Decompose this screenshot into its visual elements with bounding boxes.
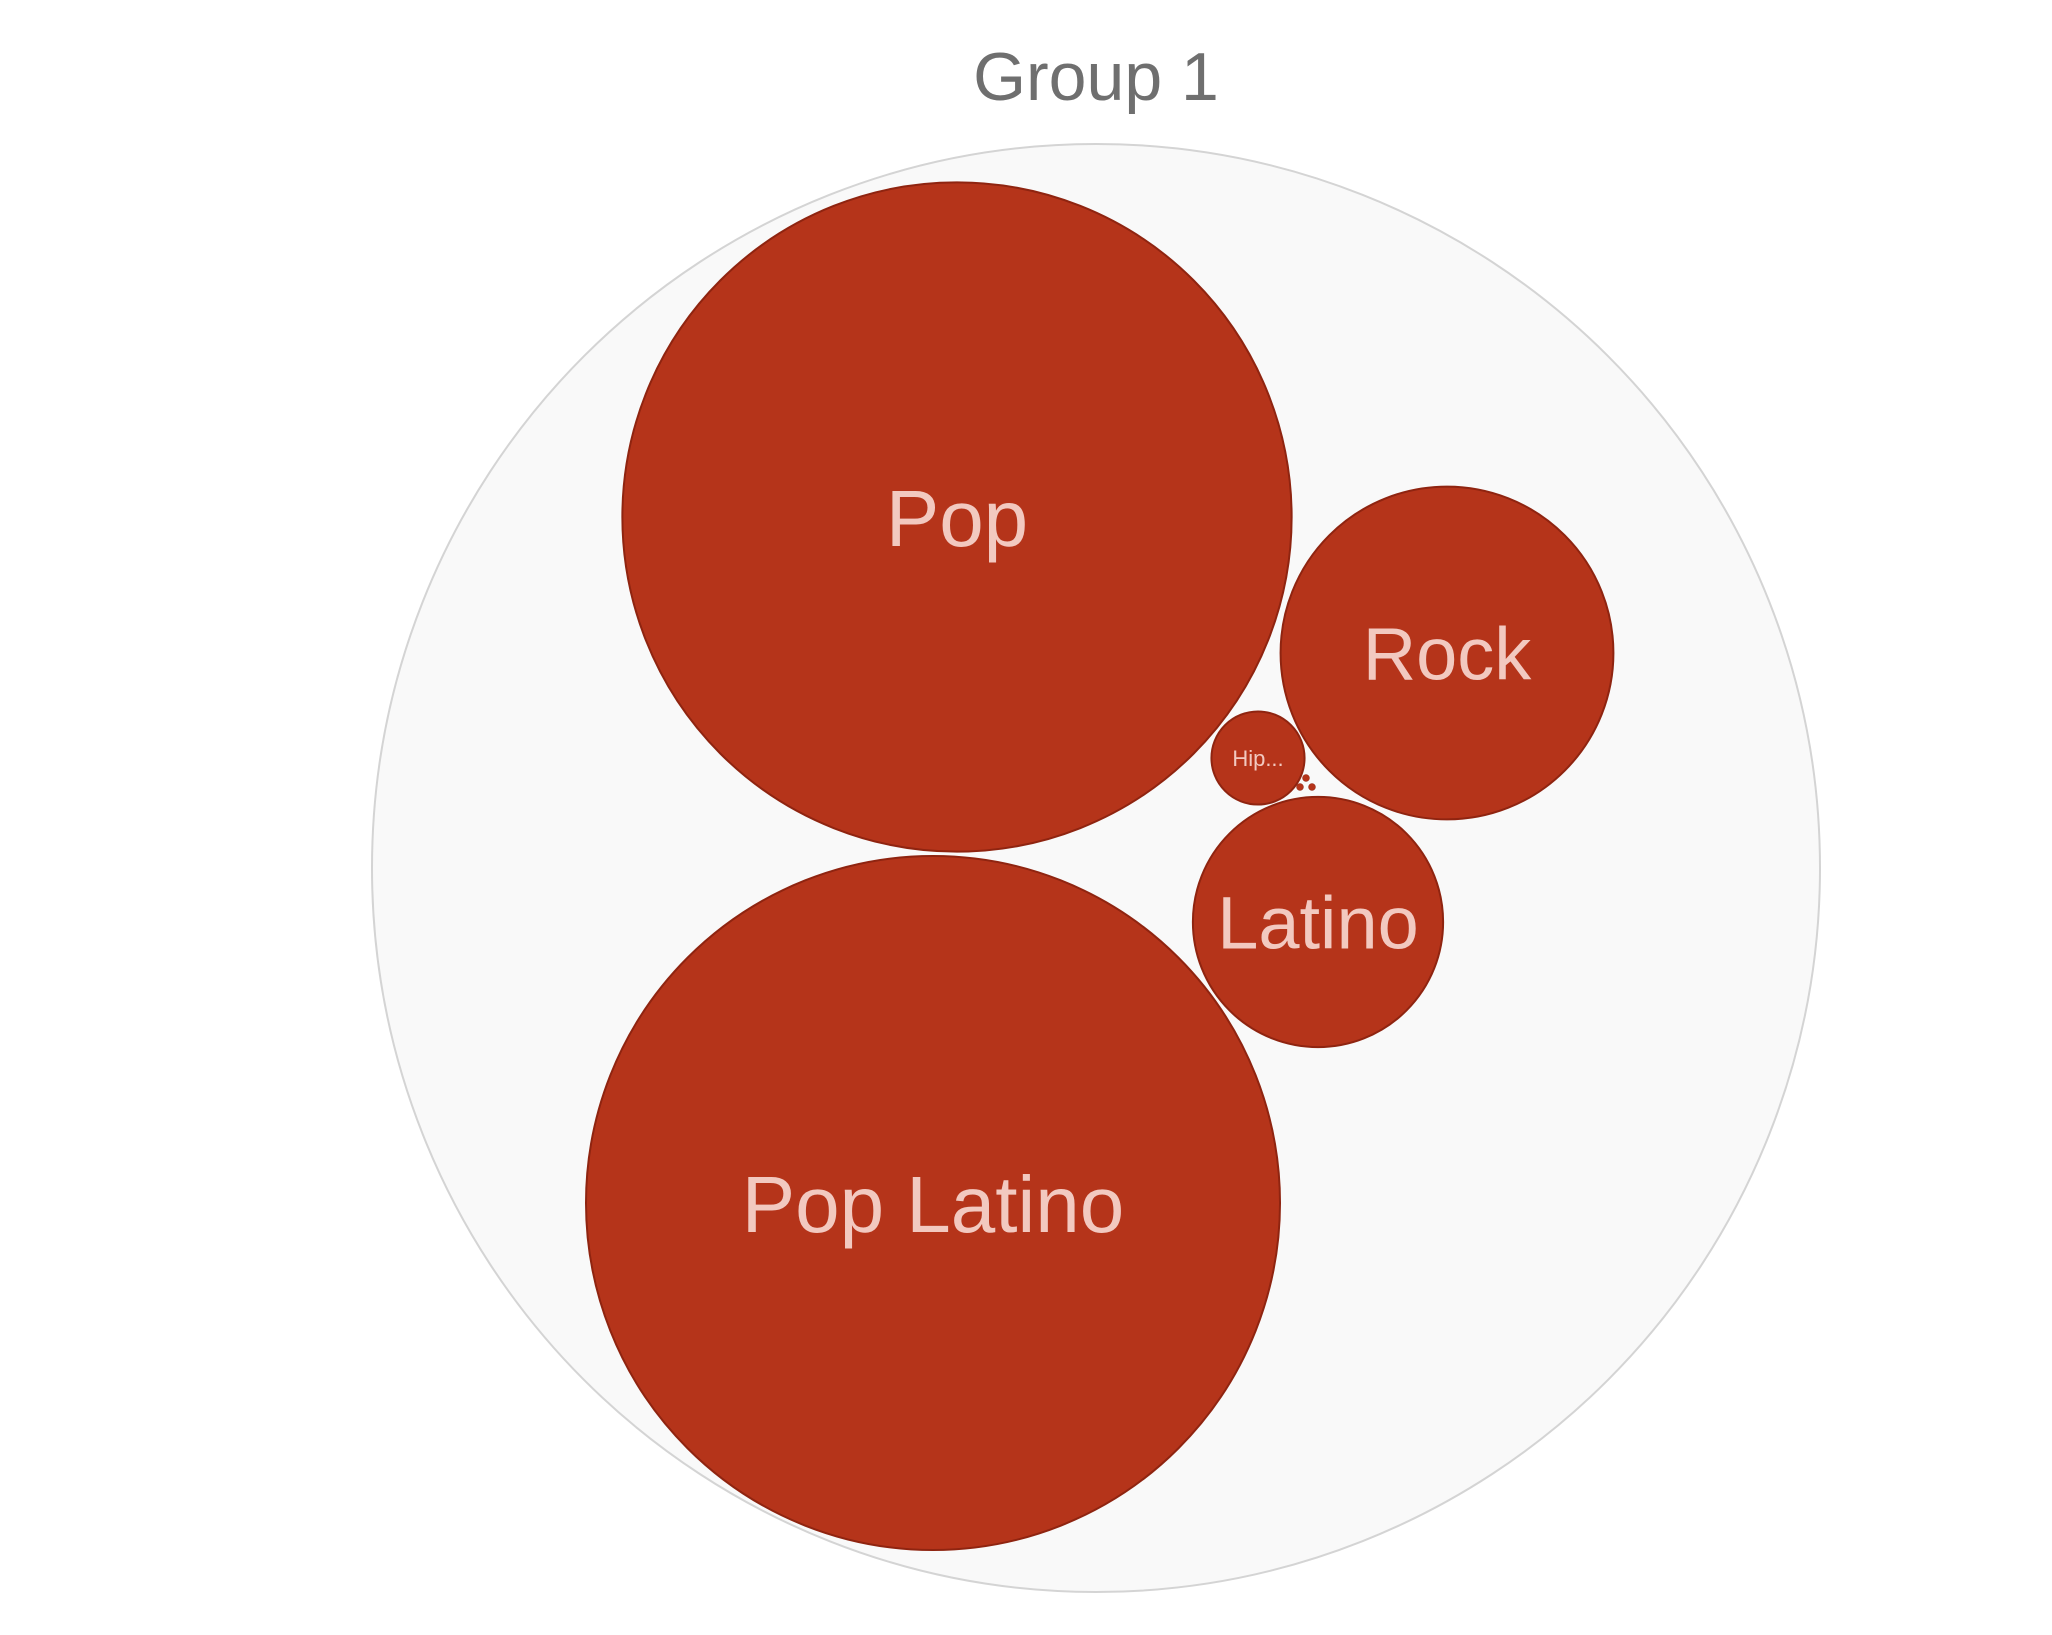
bubble-label: Pop Latino <box>742 1160 1125 1249</box>
group-title: Group 1 <box>973 39 1219 115</box>
bubble[interactable] <box>1302 774 1310 782</box>
bubble[interactable] <box>1279 485 1615 821</box>
bubble[interactable] <box>1191 795 1445 1049</box>
bubbles-layer: Pop Latino Pop Rock Latino Hip... <box>585 181 1615 1551</box>
bubble[interactable] <box>1210 710 1306 806</box>
bubble[interactable] <box>585 855 1281 1551</box>
bubble-label: Rock <box>1363 613 1533 696</box>
bubble[interactable] <box>1296 783 1304 791</box>
bubble-label: Latino <box>1217 882 1419 965</box>
bubble-label: Pop <box>886 474 1028 563</box>
bubble[interactable] <box>621 181 1293 853</box>
bubble-label: Hip... <box>1232 746 1283 771</box>
bubble[interactable] <box>1308 783 1316 791</box>
